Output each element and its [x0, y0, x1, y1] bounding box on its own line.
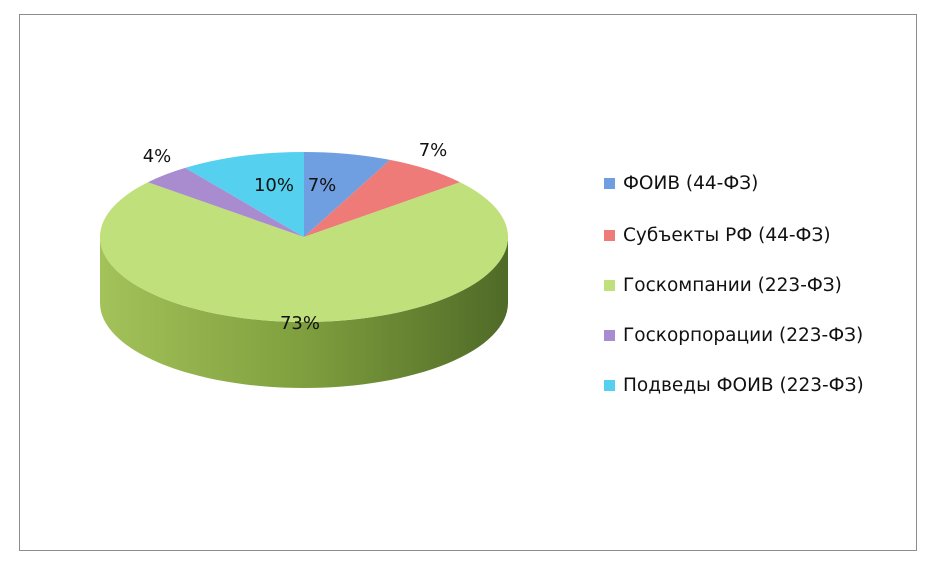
legend-label: Госкорпорации (223-ФЗ)	[623, 325, 864, 346]
chart-frame	[19, 14, 917, 551]
pie-slice	[147, 167, 304, 237]
legend-item: Госкомпании (223-ФЗ)	[604, 275, 842, 296]
legend-item: Госкорпорации (223-ФЗ)	[604, 325, 863, 346]
pie-slice	[100, 182, 508, 322]
legend-swatch	[604, 230, 615, 241]
legend-label: ФОИВ (44-ФЗ)	[623, 173, 759, 194]
legend-swatch	[604, 280, 615, 291]
legend-label: Субъекты РФ (44-ФЗ)	[623, 225, 831, 246]
data-label: 4%	[143, 146, 172, 167]
legend-item: ФОИВ (44-ФЗ)	[604, 173, 758, 194]
legend-swatch	[604, 380, 615, 391]
legend-item: Подведы ФОИВ (223-ФЗ)	[604, 375, 864, 396]
legend-item: Субъекты РФ (44-ФЗ)	[604, 225, 831, 246]
legend-swatch	[604, 330, 615, 341]
data-label: 7%	[308, 175, 337, 196]
legend-label: Подведы ФОИВ (223-ФЗ)	[623, 375, 864, 396]
legend-label: Госкомпании (223-ФЗ)	[623, 275, 842, 296]
data-label: 7%	[419, 140, 448, 161]
data-label: 73%	[280, 313, 320, 334]
pie-side-wall	[100, 237, 508, 388]
data-label: 10%	[254, 175, 294, 196]
pie-slice	[304, 152, 391, 237]
pie-slice	[185, 152, 304, 237]
legend-swatch	[604, 178, 615, 189]
pie-slice	[304, 159, 461, 237]
